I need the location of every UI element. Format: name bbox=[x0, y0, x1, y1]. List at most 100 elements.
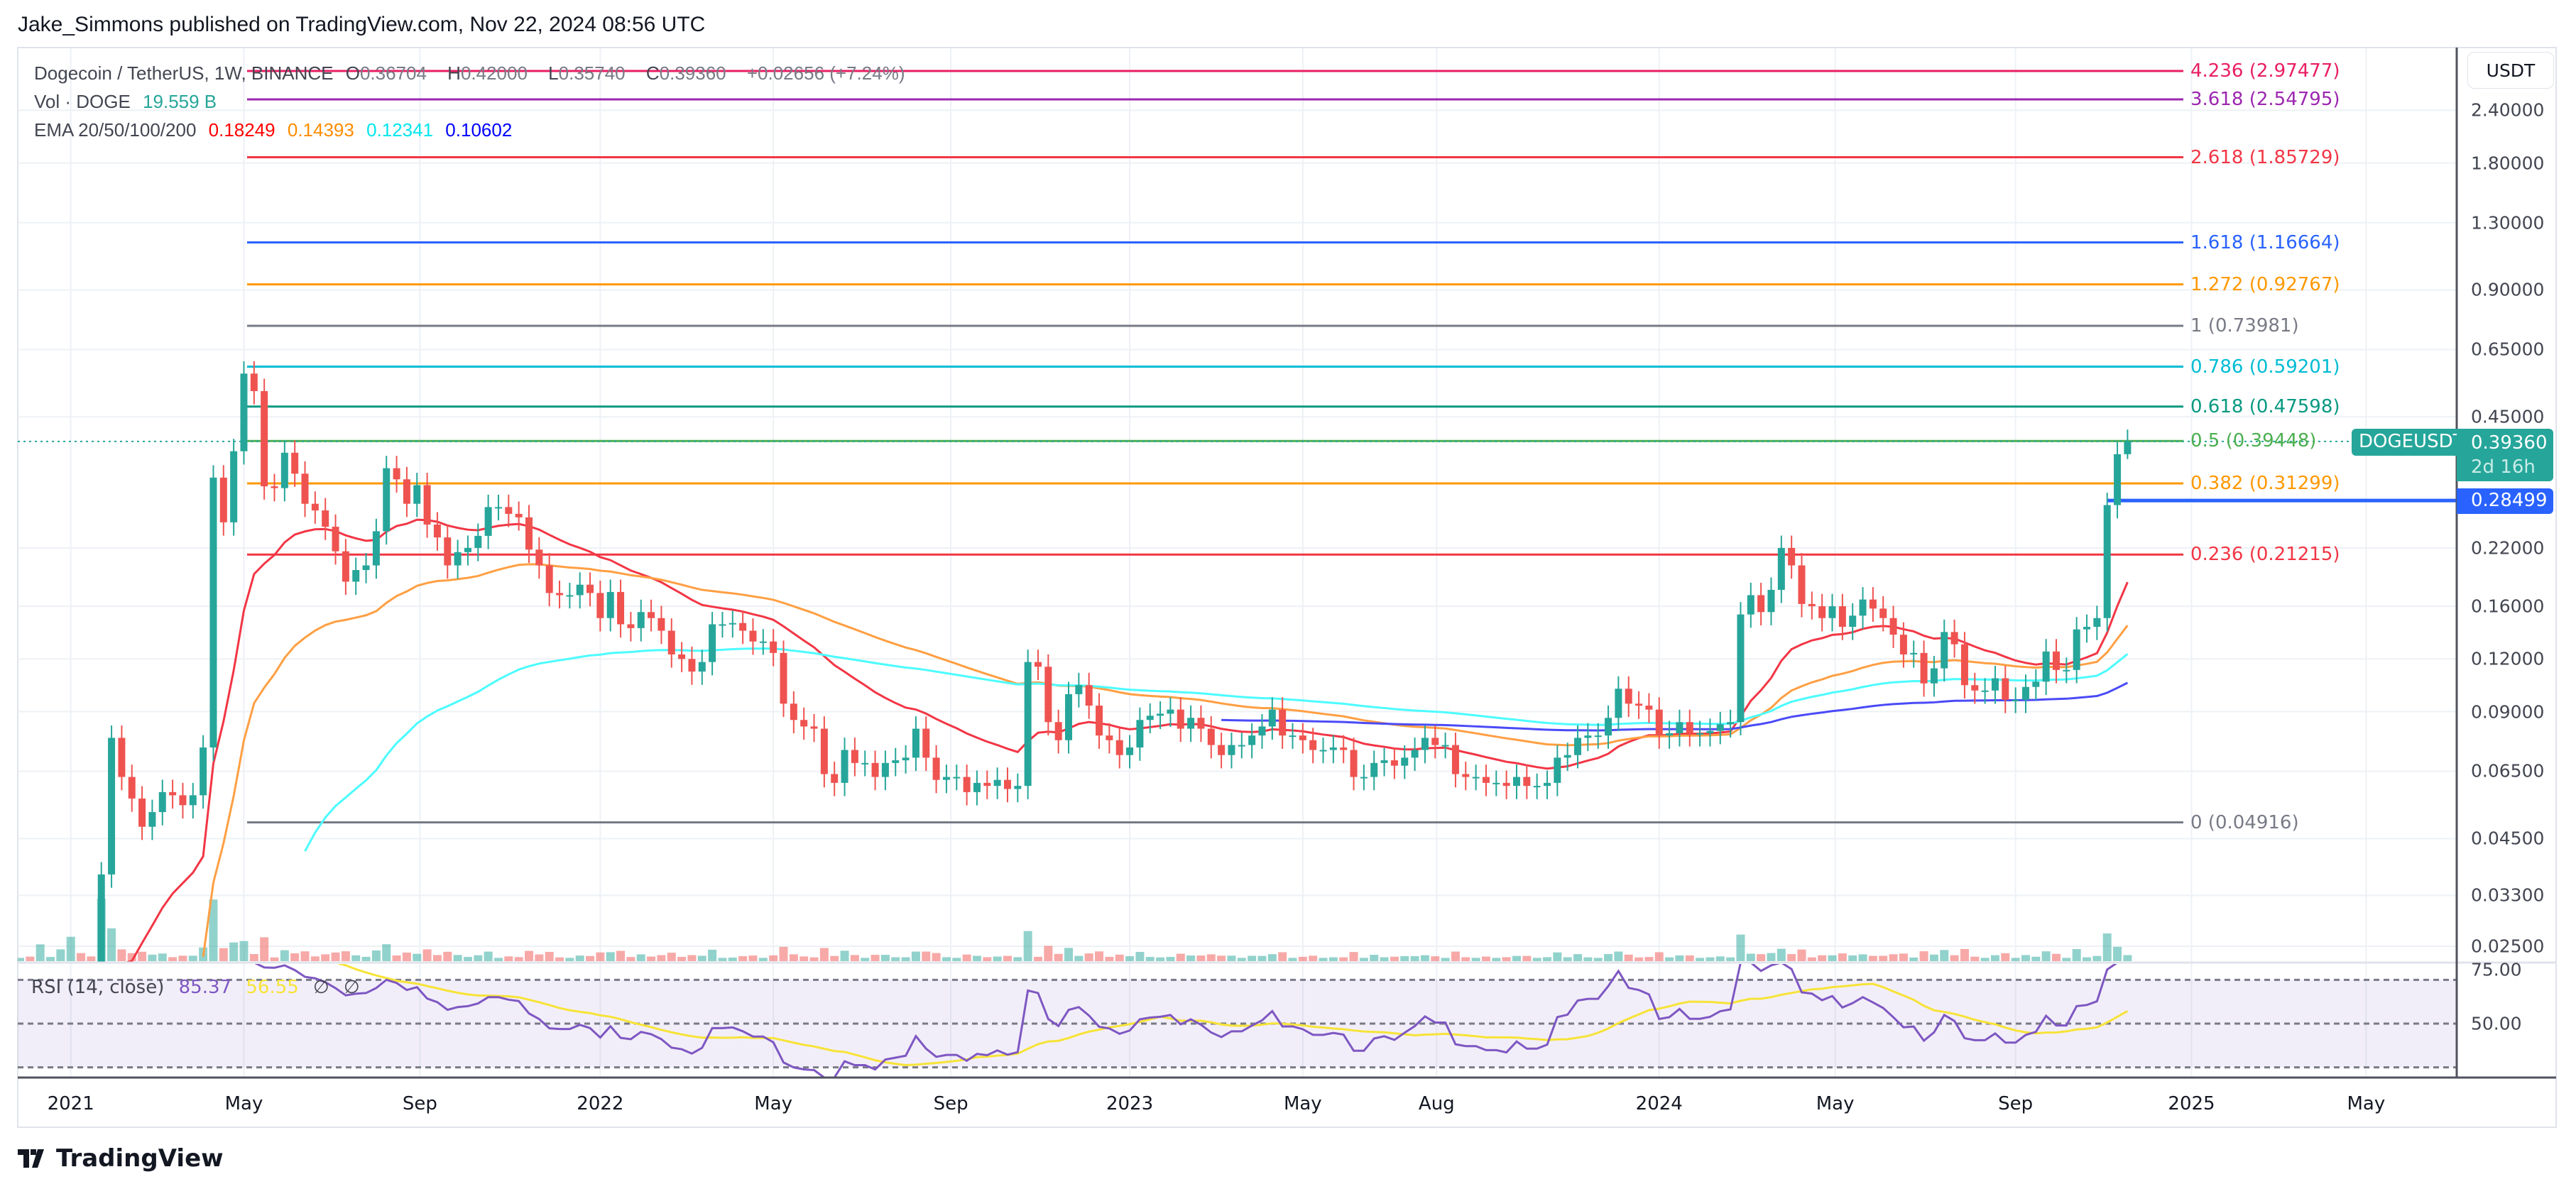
candle-body bbox=[800, 720, 808, 727]
volume-bar bbox=[1125, 956, 1135, 961]
candle bbox=[637, 599, 645, 642]
rsi-na-1: ∅ bbox=[313, 977, 329, 998]
candle bbox=[301, 461, 309, 517]
candle bbox=[953, 765, 961, 791]
candle bbox=[1431, 725, 1439, 759]
candle bbox=[2114, 442, 2122, 519]
legend-ema-row[interactable]: EMA 20/50/100/200 0.18249 0.14393 0.1234… bbox=[34, 119, 519, 141]
candle bbox=[1075, 672, 1083, 708]
candle-body bbox=[942, 777, 950, 780]
candle bbox=[1747, 582, 1754, 628]
fib-label: 1 (0.73981) bbox=[2190, 315, 2299, 337]
candle bbox=[464, 535, 471, 566]
candle bbox=[820, 716, 828, 788]
tradingview-logo[interactable]: TradingView bbox=[18, 1144, 224, 1173]
volume-bar bbox=[1563, 957, 1572, 961]
candle bbox=[932, 745, 940, 794]
candle bbox=[1777, 535, 1785, 603]
candle bbox=[1533, 773, 1541, 799]
volume-bar bbox=[861, 958, 870, 961]
candle-body bbox=[667, 630, 675, 654]
volume-bar bbox=[1349, 952, 1358, 961]
volume-bar bbox=[1359, 958, 1368, 961]
legend-volume-row[interactable]: Vol · DOGE 19.559 B bbox=[34, 91, 224, 113]
currency-button[interactable]: USDT bbox=[2467, 52, 2554, 89]
candle bbox=[993, 767, 1001, 799]
candle-body bbox=[1696, 733, 1704, 735]
fib-label: 0.786 (0.59201) bbox=[2190, 356, 2340, 378]
candle-body bbox=[1838, 606, 1846, 628]
candle-body bbox=[1706, 730, 1714, 733]
close-label: C bbox=[645, 62, 660, 84]
volume-bar bbox=[1960, 948, 1969, 961]
volume-bar bbox=[1309, 955, 1318, 961]
volume-bar bbox=[850, 955, 859, 961]
chart-frame bbox=[17, 47, 2557, 1128]
candle bbox=[1930, 656, 1938, 697]
candle-body bbox=[1024, 662, 1032, 787]
candle-body bbox=[983, 782, 991, 787]
candle-body bbox=[108, 738, 116, 875]
candle-body bbox=[1899, 635, 1907, 654]
candle bbox=[973, 770, 981, 806]
volume-bar bbox=[1736, 934, 1745, 961]
candle bbox=[1268, 697, 1276, 740]
volume-bar bbox=[1858, 954, 1867, 961]
high-label: H bbox=[447, 62, 461, 84]
candle-body bbox=[535, 549, 543, 566]
candle bbox=[1207, 716, 1215, 759]
price-axis-label: 0.06500 bbox=[2471, 760, 2545, 782]
price-axis-label: 0.02500 bbox=[2471, 936, 2545, 957]
candle bbox=[1818, 593, 1826, 632]
volume-bar bbox=[1328, 957, 1338, 961]
candle bbox=[698, 650, 706, 685]
volume-bar bbox=[1746, 953, 1755, 961]
ema50-value: 0.14393 bbox=[287, 119, 354, 141]
candle-body bbox=[1991, 678, 1999, 691]
candle bbox=[749, 618, 757, 655]
candle-body bbox=[1441, 745, 1449, 747]
candle bbox=[576, 572, 584, 609]
candle bbox=[1380, 747, 1388, 777]
candle-body bbox=[1512, 777, 1520, 787]
volume-bar bbox=[402, 952, 411, 961]
ema20-value: 0.18249 bbox=[208, 119, 275, 141]
volume-bar bbox=[1654, 952, 1664, 961]
volume-bar bbox=[1115, 954, 1124, 961]
volume-bar bbox=[1013, 957, 1022, 961]
volume-bar bbox=[2102, 933, 2112, 961]
candle bbox=[413, 472, 421, 517]
candle-body bbox=[1115, 740, 1123, 755]
candle-body bbox=[393, 468, 400, 480]
volume-bar bbox=[1481, 956, 1490, 961]
candle-body bbox=[1421, 738, 1429, 750]
volume-bar bbox=[371, 950, 381, 961]
volume-bar bbox=[922, 951, 931, 961]
price-axis-label: 0.65000 bbox=[2471, 339, 2545, 360]
volume-bar bbox=[983, 957, 992, 961]
candle bbox=[1869, 587, 1877, 623]
last-price: 0.39360 bbox=[2471, 432, 2548, 454]
candle bbox=[1523, 765, 1531, 799]
volume-bar bbox=[1777, 948, 1786, 961]
volume-bar bbox=[1889, 954, 1898, 961]
rsi-legend[interactable]: RSI (14, close) 85.37 56.55 ∅ ∅ bbox=[31, 977, 369, 998]
candle bbox=[606, 579, 614, 632]
candle-body bbox=[973, 782, 981, 792]
close-value: 0.39360 bbox=[659, 62, 726, 84]
fib-label: 0.382 (0.31299) bbox=[2190, 472, 2340, 494]
candle bbox=[1401, 745, 1409, 779]
candle bbox=[1279, 697, 1287, 749]
rsi-ma-value: 56.55 bbox=[246, 977, 299, 998]
candle bbox=[1258, 713, 1266, 749]
horizontal-line-price-tag[interactable]: 0.28499 bbox=[2457, 488, 2553, 514]
volume-bar bbox=[606, 952, 615, 961]
candles[interactable] bbox=[97, 361, 2132, 964]
symbol-title[interactable]: Dogecoin / TetherUS, 1W, BINANCE bbox=[34, 62, 334, 84]
candle-body bbox=[1502, 782, 1510, 787]
volume-bar bbox=[341, 951, 350, 961]
volume-bar bbox=[1807, 957, 1816, 961]
candle-body bbox=[576, 584, 584, 596]
volume-bar bbox=[331, 952, 340, 961]
